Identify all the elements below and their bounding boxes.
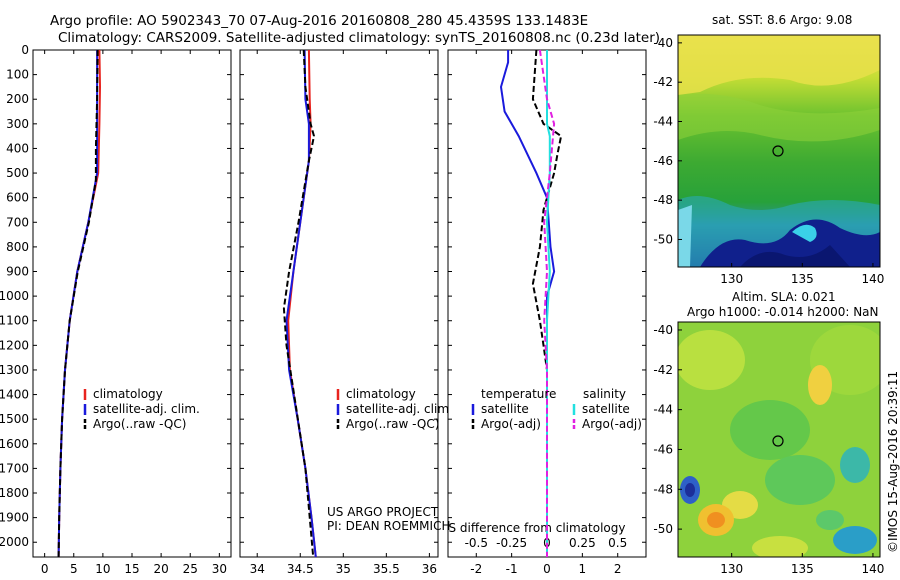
pressure-tick-label: 1000 — [0, 289, 29, 303]
legend-label: satellite — [582, 402, 630, 416]
pressure-tick-label: 400 — [6, 141, 29, 155]
series-line-2-2 — [285, 49, 317, 558]
map-lat-label: -46 — [653, 442, 673, 456]
panel-frame — [32, 49, 232, 558]
x-tick-label: 20 — [153, 562, 168, 576]
pressure-tick-label: 300 — [6, 117, 29, 131]
pressure-tick-label: 1300 — [0, 363, 29, 377]
map-lat-label: -48 — [653, 482, 673, 496]
map-lon-label: 140 — [861, 272, 884, 286]
x-tick-label: 5 — [70, 562, 78, 576]
credit-stamp: ©IMOS 15-Aug-2016 20:39:11 — [886, 370, 900, 553]
x-tick-label: 35 — [336, 562, 351, 576]
x-tick-label: 0 — [543, 562, 551, 576]
x-tick-label: 35.5 — [373, 562, 400, 576]
project-line2: PI: DEAN ROEMMICH — [327, 519, 451, 533]
legend-label: satellite-adj. clim. — [93, 402, 200, 416]
map-lat-label: -50 — [653, 522, 673, 536]
top-scale-tick-label: 0.25 — [569, 536, 596, 550]
x-tick-label: 1 — [579, 562, 587, 576]
legend-header: temperature — [481, 387, 556, 401]
top-scale-tick-label: -0.25 — [496, 536, 527, 550]
map-lat-label: -40 — [653, 323, 673, 337]
map-lon-label: 140 — [861, 562, 884, 576]
profile-panel-1: 0100200300400500600700800900100011001200… — [0, 43, 232, 580]
pressure-tick-label: 0 — [21, 43, 29, 57]
pressure-tick-label: 1200 — [0, 338, 29, 352]
map-lat-label: -42 — [653, 75, 673, 89]
x-tick-label: 2 — [614, 562, 622, 576]
map-lon-label: 135 — [791, 562, 814, 576]
x-tick-label: 15 — [124, 562, 139, 576]
pressure-tick-label: 900 — [6, 265, 29, 279]
pressure-tick-label: 700 — [6, 215, 29, 229]
pressure-tick-label: 600 — [6, 191, 29, 205]
x-tick-label: 25 — [183, 562, 198, 576]
series-line-3-4 — [538, 49, 556, 557]
figure-title-line2: Climatology: CARS2009. Satellite-adjuste… — [58, 30, 661, 46]
pressure-tick-label: 1500 — [0, 412, 29, 426]
x-tick-label: 34.5 — [287, 562, 314, 576]
series-line-3-3 — [545, 50, 551, 557]
map-lat-label: -42 — [653, 363, 673, 377]
pressure-tick-label: 100 — [6, 68, 29, 82]
sla-map-title-line1: Altim. SLA: 0.021 — [732, 290, 836, 304]
top-scale-tick-label: -0.5 — [465, 536, 488, 550]
map-lat-label: -50 — [653, 232, 673, 246]
pressure-tick-label: 2000 — [0, 535, 29, 549]
legend-label: climatology — [346, 387, 416, 401]
legend-label: Argo(..raw -QC) — [346, 417, 439, 431]
panel-frame — [239, 49, 439, 558]
legend-label: climatology — [93, 387, 163, 401]
series-line-1-3 — [57, 49, 99, 558]
legend-label: Argo(-adj) — [582, 417, 642, 431]
legend-label: Argo(..raw -QC) — [93, 417, 186, 431]
x-tick-label: 36 — [422, 562, 437, 576]
x-tick-label: 0 — [41, 562, 49, 576]
top-scale-tick-label: 0.5 — [608, 536, 627, 550]
pressure-tick-label: 1900 — [0, 511, 29, 525]
top-scale-label: S difference from climatology — [449, 521, 626, 535]
sla-map: 130 135 140 -40 -42 -44 -46 -48 -50 — [653, 321, 884, 576]
sla-map-title-line2: Argo h1000: -0.014 h2000: NaN — [687, 305, 879, 319]
series-line-3-2 — [531, 49, 563, 557]
map-lat-label: -44 — [653, 403, 673, 417]
x-tick-label: 30 — [212, 562, 227, 576]
sst-map: 130 135 140 -40 -42 -44 -46 -48 -50 — [653, 34, 884, 286]
pressure-tick-label: 1600 — [0, 437, 29, 451]
sst-argo-location-marker — [772, 145, 784, 157]
profile-panel-2: 3434.53535.536salinityclimatologysatelli… — [239, 49, 453, 580]
x-tick-label: 34 — [250, 562, 265, 576]
project-line1: US ARGO PROJECT — [327, 505, 439, 519]
figure-title-line1: Argo profile: AO 5902343_70 07-Aug-2016 … — [50, 13, 589, 29]
legend-label: Argo(-adj) — [481, 417, 541, 431]
pressure-tick-label: 1400 — [0, 388, 29, 402]
pressure-tick-label: 800 — [6, 240, 29, 254]
pressure-tick-label: 1800 — [0, 486, 29, 500]
pressure-tick-label: 200 — [6, 92, 29, 106]
sst-map-title: sat. SST: 8.6 Argo: 9.08 — [712, 13, 853, 27]
pressure-tick-label: 1100 — [0, 314, 29, 328]
map-lon-label: 135 — [791, 272, 814, 286]
map-lat-label: -46 — [653, 154, 673, 168]
legend-header: salinity — [583, 387, 626, 401]
pressure-tick-label: 1700 — [0, 461, 29, 475]
x-tick-label: 10 — [95, 562, 110, 576]
profile-panel-3: -2-1012T difference from climatology-0.5… — [447, 49, 647, 580]
legend-label: satellite — [481, 402, 529, 416]
sla-argo-location-marker — [772, 435, 784, 447]
x-tick-label: -1 — [506, 562, 518, 576]
map-lon-label: 130 — [720, 272, 743, 286]
map-lat-label: -44 — [653, 115, 673, 129]
series-line-2-3 — [282, 49, 316, 558]
pressure-tick-label: 500 — [6, 166, 29, 180]
x-tick-label: -2 — [470, 562, 482, 576]
map-lat-label: -48 — [653, 193, 673, 207]
map-lon-label: 130 — [720, 562, 743, 576]
legend-label: satellite-adj. clim. — [346, 402, 453, 416]
map-lat-label: -40 — [653, 36, 673, 50]
